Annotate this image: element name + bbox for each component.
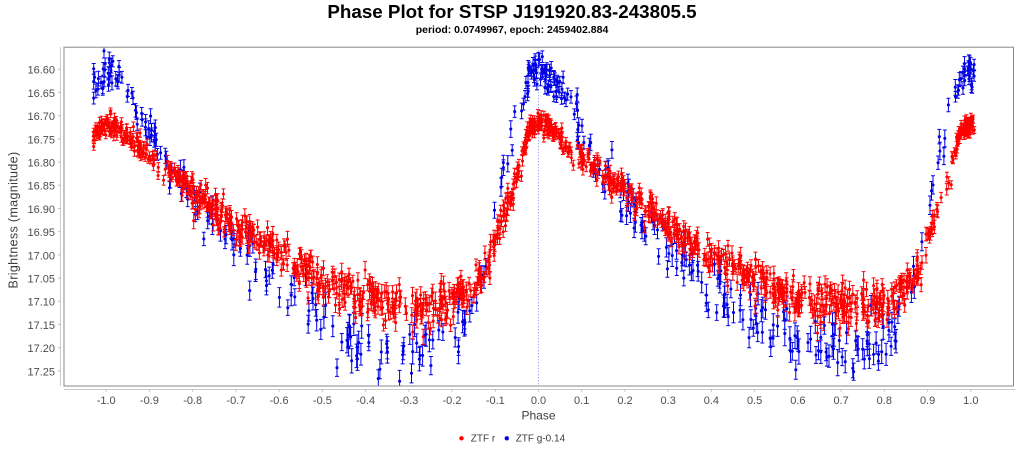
svg-text:period: 0.0749967, epoch: 2459: period: 0.0749967, epoch: 2459402.884 [416,24,609,36]
svg-text:16.65: 16.65 [27,88,55,100]
svg-text:ZTF g-0.14: ZTF g-0.14 [516,434,566,445]
svg-text:1.0: 1.0 [963,395,978,407]
svg-text:Phase: Phase [521,409,555,423]
svg-text:16.95: 16.95 [27,227,55,239]
svg-text:-0.2: -0.2 [443,395,462,407]
svg-text:17.10: 17.10 [27,297,55,309]
svg-text:0.0: 0.0 [531,395,546,407]
svg-text:-0.5: -0.5 [313,395,332,407]
svg-text:16.90: 16.90 [27,204,55,216]
svg-text:17.25: 17.25 [27,366,55,378]
svg-text:0.5: 0.5 [747,395,762,407]
svg-text:0.3: 0.3 [661,395,676,407]
svg-text:0.2: 0.2 [617,395,632,407]
svg-text:-0.9: -0.9 [140,395,159,407]
svg-text:16.60: 16.60 [27,65,55,77]
svg-text:0.4: 0.4 [704,395,719,407]
svg-text:16.70: 16.70 [27,111,55,123]
svg-text:0.1: 0.1 [574,395,589,407]
svg-text:16.75: 16.75 [27,134,55,146]
svg-text:16.85: 16.85 [27,181,55,193]
svg-text:16.80: 16.80 [27,158,55,170]
svg-text:-1.0: -1.0 [97,395,116,407]
svg-text:17.05: 17.05 [27,274,55,286]
svg-text:0.8: 0.8 [877,395,892,407]
svg-text:Phase Plot for STSP J191920.83: Phase Plot for STSP J191920.83-243805.5 [327,1,696,22]
svg-text:0.7: 0.7 [833,395,848,407]
svg-text:17.20: 17.20 [27,343,55,355]
svg-text:0.9: 0.9 [920,395,935,407]
svg-text:-0.4: -0.4 [356,395,375,407]
svg-text:-0.3: -0.3 [399,395,418,407]
svg-text:Brightness (magnitude): Brightness (magnitude) [7,152,21,289]
svg-text:17.15: 17.15 [27,320,55,332]
svg-text:0.6: 0.6 [790,395,805,407]
svg-text:17.00: 17.00 [27,250,55,262]
svg-text:-0.6: -0.6 [270,395,289,407]
svg-text:-0.7: -0.7 [226,395,245,407]
svg-text:-0.8: -0.8 [183,395,202,407]
svg-text:-0.1: -0.1 [486,395,505,407]
svg-text:ZTF r: ZTF r [471,434,496,445]
